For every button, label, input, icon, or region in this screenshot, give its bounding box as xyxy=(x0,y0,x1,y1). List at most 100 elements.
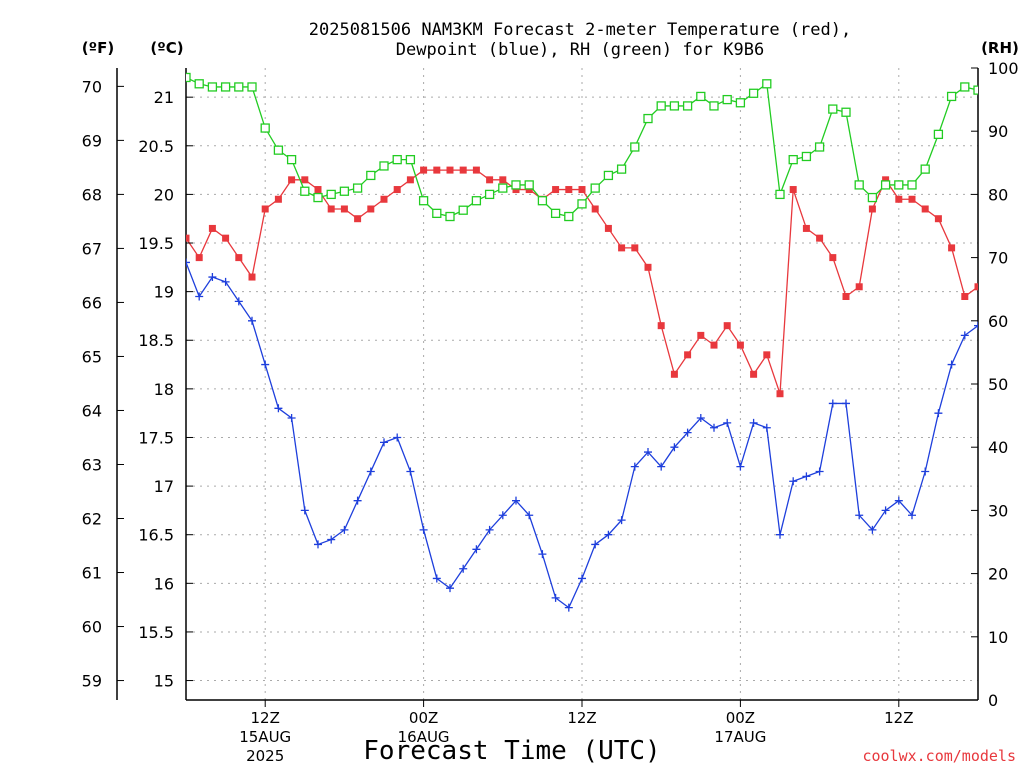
temperature-point xyxy=(684,351,692,359)
dewpoint-point xyxy=(551,593,560,602)
rh-point xyxy=(352,183,363,193)
celsius-axis-unit: (ºC) xyxy=(150,39,183,57)
temperature-point xyxy=(565,186,573,194)
rh-point xyxy=(590,183,600,193)
dewpoint-point xyxy=(186,258,190,267)
rh-point xyxy=(366,170,376,181)
rh-point xyxy=(524,180,534,190)
dewpoint-point xyxy=(683,428,692,437)
rh-tick-label: 90 xyxy=(988,122,1008,141)
rh-point xyxy=(458,205,468,215)
dewpoint-point xyxy=(366,467,375,476)
rh-point xyxy=(973,85,978,95)
fahrenheit-axis-unit: (ºF) xyxy=(82,39,114,57)
temperature-point xyxy=(186,234,190,242)
dewpoint-point xyxy=(538,550,547,559)
rh-point xyxy=(326,189,336,200)
rh-tick-label: 70 xyxy=(988,249,1008,268)
rh-point xyxy=(960,82,970,92)
x-tick-year-label: 2025 xyxy=(246,747,284,765)
series-rh xyxy=(186,72,978,222)
temperature-point xyxy=(472,166,480,174)
rh-point xyxy=(735,98,746,108)
x-axis-label: Forecast Time (UTC) xyxy=(363,736,660,766)
fahrenheit-tick-label: 62 xyxy=(82,510,102,529)
rh-point xyxy=(260,123,270,133)
rh-point xyxy=(748,88,759,98)
series-layer xyxy=(186,72,978,612)
temperature-point xyxy=(697,331,705,339)
temperature-point xyxy=(406,176,414,184)
rh-tick-label: 30 xyxy=(988,501,1008,520)
rh-point xyxy=(854,180,864,190)
fahrenheit-tick-label: 65 xyxy=(82,347,102,366)
celsius-tick-label: 16.5 xyxy=(138,526,174,545)
rh-point xyxy=(418,196,429,206)
chart-title-line2: Dewpoint (blue), RH (green) for K9B6 xyxy=(396,40,764,60)
temperature-point xyxy=(459,166,467,174)
dewpoint-point xyxy=(921,467,930,476)
dewpoint-point xyxy=(564,603,573,612)
series-dewpoint xyxy=(186,258,978,612)
temperature-point xyxy=(327,205,335,213)
celsius-tick-label: 17 xyxy=(154,477,174,496)
rh-point xyxy=(814,142,825,152)
dewpoint-point xyxy=(578,574,586,583)
fahrenheit-tick-label: 63 xyxy=(82,455,102,474)
dewpoint-point xyxy=(947,360,956,369)
dewpoint-point xyxy=(762,423,771,432)
credit-link[interactable]: coolwx.com/models xyxy=(862,747,1016,765)
temperature-point xyxy=(855,283,863,291)
x-tick-label: 12Z xyxy=(884,709,913,727)
dewpoint-point xyxy=(591,540,600,549)
dewpoint-point xyxy=(314,540,322,549)
rh-point xyxy=(920,164,930,174)
chart-titles: 2025081506 NAM3KM Forecast 2-meter Tempe… xyxy=(309,20,851,60)
rh-point xyxy=(762,79,772,89)
rh-point xyxy=(933,129,944,140)
temperature-point xyxy=(882,176,890,184)
temperature-point xyxy=(420,166,428,174)
rh-point xyxy=(775,189,785,200)
temperature-point xyxy=(631,244,639,252)
fahrenheit-tick-label: 64 xyxy=(82,401,102,420)
temperature-point xyxy=(380,195,388,203)
dewpoint-point xyxy=(815,467,824,476)
rh-tick-label: 0 xyxy=(988,691,998,710)
rh-tick-label: 100 xyxy=(988,59,1019,78)
rh-tick-label: 60 xyxy=(988,312,1008,331)
rh-point xyxy=(841,107,851,117)
dewpoint-point xyxy=(432,574,441,583)
dewpoint-point xyxy=(630,462,639,471)
rh-point xyxy=(907,180,917,190)
temperature-point xyxy=(723,322,731,330)
temperature-point xyxy=(816,234,824,242)
rh-point xyxy=(379,161,389,171)
rh-point xyxy=(286,154,297,165)
dewpoint-point xyxy=(459,564,468,573)
dewpoint-point xyxy=(287,414,296,423)
dewpoint-point xyxy=(749,418,758,427)
dewpoint-point xyxy=(221,277,230,286)
dewpoint-point xyxy=(234,297,243,306)
temperature-point xyxy=(644,263,652,271)
celsius-tick-label: 18.5 xyxy=(138,331,174,350)
celsius-tick-label: 17.5 xyxy=(138,428,174,447)
rh-point xyxy=(564,211,574,222)
dewpoint-point xyxy=(340,525,349,534)
dewpoint-point xyxy=(696,414,705,423)
fahrenheit-tick-label: 68 xyxy=(82,185,102,204)
fahrenheit-tick-label: 67 xyxy=(82,239,102,258)
rh-point xyxy=(273,145,284,155)
dewpoint-point xyxy=(644,448,652,457)
temperature-point xyxy=(433,166,441,174)
temperature-point xyxy=(776,390,784,398)
temperature-point xyxy=(657,322,665,330)
rh-point xyxy=(471,196,482,206)
fahrenheit-tick-label: 69 xyxy=(82,131,102,150)
rh-point xyxy=(339,186,350,196)
dewpoint-point xyxy=(393,433,402,442)
dewpoint-point xyxy=(828,399,837,408)
celsius-tick-label: 18 xyxy=(154,380,174,399)
x-tick-date-label: 17AUG xyxy=(714,728,766,746)
